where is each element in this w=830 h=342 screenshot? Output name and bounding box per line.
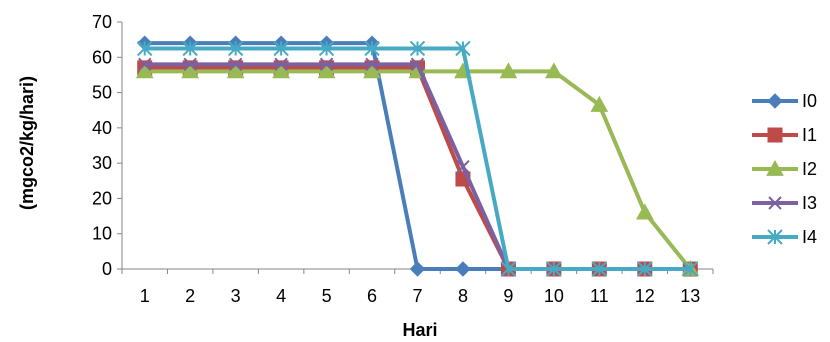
data-point	[226, 62, 245, 79]
legend-marker	[767, 229, 783, 245]
legend-label: I3	[802, 193, 817, 213]
x-tick-label: 4	[276, 286, 286, 306]
data-point	[363, 62, 381, 79]
data-point	[272, 62, 290, 79]
data-point	[455, 261, 471, 277]
series-line-i1	[144, 65, 691, 271]
y-tick-label: 30	[92, 153, 112, 173]
data-point	[228, 57, 243, 72]
y-tick-label: 20	[92, 188, 112, 208]
x-tick-label: 3	[231, 286, 241, 306]
data-point	[545, 62, 563, 79]
series-i4	[137, 40, 698, 277]
x-axis-title: Hari	[402, 320, 437, 340]
legend-item-i0: I0	[752, 91, 817, 111]
y-tick-label: 0	[102, 259, 112, 279]
series-layer	[135, 35, 700, 277]
series-i3	[138, 57, 697, 276]
legend-label: I0	[802, 91, 817, 111]
data-point	[409, 40, 426, 57]
data-point	[635, 203, 654, 220]
data-point	[637, 261, 653, 277]
x-tick-label: 1	[140, 286, 150, 306]
legend-label: I2	[802, 159, 817, 179]
data-point	[135, 62, 154, 79]
legend-marker	[767, 93, 783, 109]
data-point	[181, 62, 200, 79]
series-i1	[137, 60, 698, 277]
data-point	[500, 261, 517, 277]
legend-item-i3: I3	[752, 193, 817, 213]
data-point	[682, 261, 698, 277]
data-point	[274, 57, 288, 72]
y-axis-title: (mgco2/kg/hari)	[17, 76, 37, 210]
x-tick-label: 7	[412, 286, 422, 306]
data-point	[317, 62, 336, 79]
y-tick-label: 10	[92, 224, 112, 244]
data-point	[456, 159, 470, 174]
legend-label: I1	[802, 125, 817, 145]
data-point	[319, 57, 334, 72]
x-tick-label: 9	[503, 286, 513, 306]
data-point	[409, 261, 426, 277]
y-tick-label: 70	[92, 12, 112, 32]
data-point	[364, 40, 380, 57]
data-point	[590, 95, 609, 112]
legend-marker	[767, 127, 783, 143]
series-line-i2	[144, 69, 692, 271]
series-i2	[135, 62, 700, 276]
data-point	[499, 62, 518, 79]
data-point	[273, 40, 289, 57]
y-tick-label: 60	[92, 47, 112, 67]
x-tick-label: 8	[458, 286, 468, 306]
data-point	[318, 40, 335, 57]
data-point	[546, 261, 562, 277]
legend: I0 I1 I2 I3 I4	[752, 91, 817, 247]
y-tick-label: 50	[92, 83, 112, 103]
data-point	[455, 40, 471, 57]
x-tick-label: 2	[185, 286, 195, 306]
legend-marker	[766, 159, 784, 176]
data-point	[183, 57, 197, 72]
y-tick-label: 40	[92, 118, 112, 138]
data-point	[137, 40, 153, 57]
series-line-i4	[144, 46, 691, 271]
series-line-i3	[144, 62, 691, 271]
data-point	[365, 57, 379, 72]
data-point	[410, 57, 425, 72]
x-tick-label: 5	[322, 286, 332, 306]
x-tick-label: 11	[590, 286, 609, 306]
x-tick-label: 12	[635, 286, 655, 306]
data-point	[138, 57, 152, 72]
legend-item-i1: I1	[752, 125, 817, 145]
legend-item-i2: I2	[752, 159, 817, 179]
x-tick-label: 6	[367, 286, 377, 306]
data-point	[227, 40, 244, 57]
legend-label: I4	[802, 227, 817, 247]
legend-marker	[768, 196, 782, 210]
data-point	[591, 261, 608, 277]
data-point	[182, 40, 198, 57]
y-axis: 0 10 20 30 40 50 60 70	[92, 12, 123, 279]
legend-item-i4: I4	[752, 227, 817, 247]
x-tick-label: 13	[680, 286, 700, 306]
x-tick-label: 10	[544, 286, 564, 306]
